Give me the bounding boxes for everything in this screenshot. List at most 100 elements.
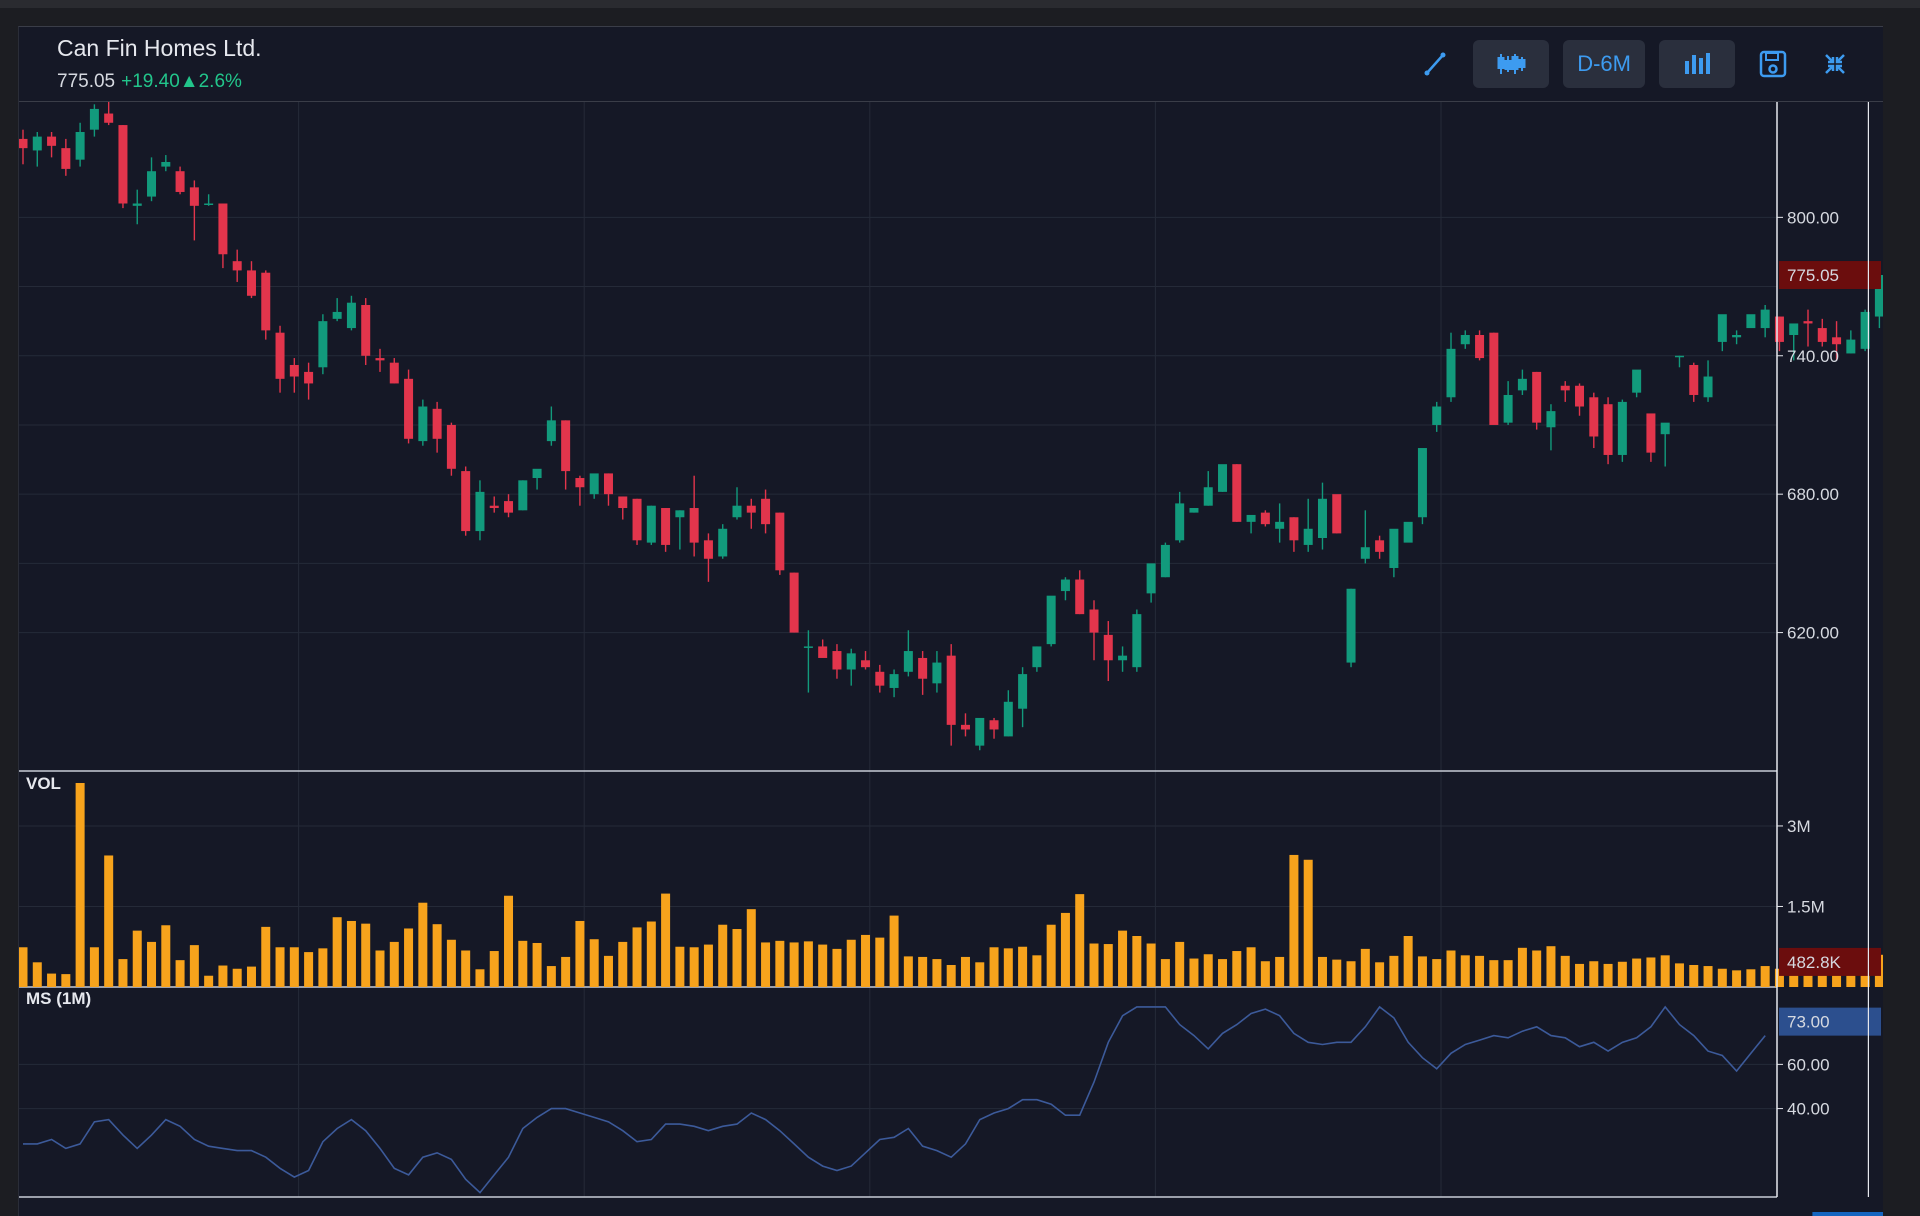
candle-body xyxy=(1246,514,1256,522)
candle-body xyxy=(246,270,256,296)
candle xyxy=(118,125,128,209)
candle xyxy=(561,420,571,490)
instrument-name: Can Fin Homes Ltd. xyxy=(57,35,262,61)
price-axis-label: 620.00 xyxy=(1787,624,1839,643)
candle-body xyxy=(361,305,371,356)
candle xyxy=(703,533,713,582)
volume-bar xyxy=(132,930,142,987)
volume-bar xyxy=(703,944,713,987)
price-change: +19.40▲2.6% xyxy=(121,71,242,92)
volume-bar xyxy=(147,941,157,987)
candle-body xyxy=(289,364,299,377)
volume-bar xyxy=(1146,943,1156,987)
candle-body xyxy=(732,505,742,518)
candle-body xyxy=(32,136,42,151)
price-chart[interactable]: 800.00 740.00 680.00 620.00 3M 1.5M 60.00 40.00… xyxy=(19,102,1883,1216)
volume-bar xyxy=(675,946,685,987)
volume-bar xyxy=(446,939,456,987)
candle-body xyxy=(475,491,485,532)
volume-bar xyxy=(518,940,528,987)
candle-body xyxy=(1546,411,1556,428)
volume-bar xyxy=(1803,966,1813,987)
candle xyxy=(1346,588,1356,668)
candle xyxy=(275,325,285,393)
candle xyxy=(446,422,456,476)
candle-body xyxy=(561,420,571,472)
save-button[interactable] xyxy=(1749,40,1797,88)
bar-chart-icon xyxy=(1685,53,1710,74)
candle-body xyxy=(975,717,985,746)
volume-bar xyxy=(1046,924,1056,987)
candle xyxy=(846,648,856,686)
volume-bar xyxy=(689,947,699,987)
candle-body xyxy=(1689,364,1699,395)
candlestick-series xyxy=(19,102,1883,751)
volume-bar xyxy=(1332,959,1342,987)
candle-body xyxy=(1774,316,1784,342)
candle xyxy=(261,270,271,340)
volume-bar xyxy=(532,942,542,987)
chart-type-button[interactable] xyxy=(1473,40,1550,88)
volume-bar xyxy=(1460,955,1470,987)
candle xyxy=(732,487,742,520)
candle xyxy=(461,466,471,536)
volume-bar xyxy=(19,947,28,987)
candle-body xyxy=(632,498,642,541)
chart-grid xyxy=(19,102,1777,1198)
candle xyxy=(1218,464,1228,492)
volume-bar xyxy=(1703,966,1713,987)
volume-bar xyxy=(1489,960,1499,987)
candle xyxy=(19,129,28,165)
candle-body xyxy=(161,161,171,167)
candle-body xyxy=(375,358,385,361)
candle xyxy=(1646,413,1656,462)
interval-button[interactable]: D-6M xyxy=(1563,40,1645,88)
candle xyxy=(132,189,142,225)
candle-body xyxy=(261,272,271,331)
chart-header: Can Fin Homes Ltd. 775.05 +19.40▲2.6% D-6… xyxy=(19,27,1883,102)
candle-body xyxy=(189,187,199,206)
candle xyxy=(1532,371,1542,430)
candle-body xyxy=(960,724,970,730)
chart-axes: 800.00 740.00 680.00 620.00 3M 1.5M 60.00 40.00… xyxy=(25,102,1839,1216)
volume-bar xyxy=(1103,944,1113,987)
volume-bar xyxy=(218,965,228,987)
candle xyxy=(1146,563,1156,603)
candle xyxy=(532,468,542,490)
volume-bar xyxy=(47,973,57,987)
candle-body xyxy=(889,674,899,688)
candle-body xyxy=(518,480,528,511)
volume-bar xyxy=(346,920,356,987)
candle-body xyxy=(1432,406,1442,425)
volume-bar xyxy=(803,941,813,987)
candle xyxy=(189,180,199,241)
volume-bar xyxy=(1289,854,1299,987)
candle-body xyxy=(1075,579,1085,615)
current-volume-tag-bg xyxy=(1779,947,1881,976)
volume-bar xyxy=(1375,962,1385,987)
candle-body xyxy=(147,171,157,197)
candle xyxy=(61,138,71,176)
candle xyxy=(1289,517,1299,552)
volume-axis-label: 1.5M xyxy=(1787,897,1825,916)
candle xyxy=(175,166,185,195)
candle xyxy=(603,473,613,506)
draw-line-button[interactable] xyxy=(1411,40,1459,88)
candle xyxy=(1432,401,1442,432)
volume-bar xyxy=(846,939,856,987)
candle xyxy=(1403,521,1413,543)
candle xyxy=(1275,503,1285,543)
save-icon xyxy=(1759,50,1787,78)
last-price: 775.05 xyxy=(57,71,116,92)
volume-bar xyxy=(32,962,42,987)
candle xyxy=(718,524,728,559)
collapse-button[interactable] xyxy=(1811,40,1859,88)
volume-pane-label: VOL xyxy=(26,774,61,793)
candle xyxy=(661,508,671,552)
candle xyxy=(1732,330,1742,345)
candle-body xyxy=(618,496,628,509)
candle-body xyxy=(1446,348,1456,398)
volume-bar xyxy=(832,948,842,987)
indicators-button[interactable] xyxy=(1659,40,1735,88)
candlestick-icon xyxy=(1497,54,1526,74)
